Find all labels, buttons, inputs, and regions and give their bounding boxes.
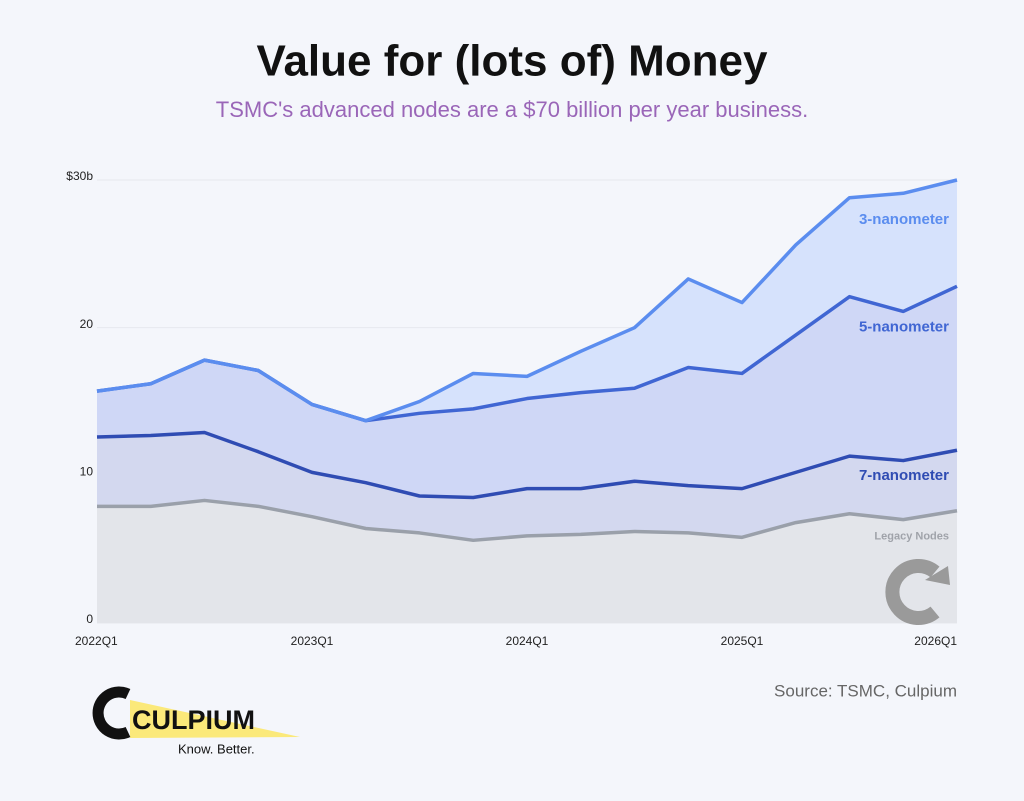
logo: CULPIUM Know. Better.: [92, 686, 300, 756]
area: [97, 432, 957, 541]
x-tick-label: 2026Q1: [914, 634, 957, 648]
x-tick-label: 2022Q1: [75, 634, 118, 648]
watermark-icon: [925, 566, 950, 585]
series-label: Legacy Nodes: [874, 531, 949, 543]
x-tick-label: 2024Q1: [506, 634, 549, 648]
watermark: [885, 559, 950, 625]
line: [96, 178, 958, 423]
logo-name: CULPIUM: [132, 705, 255, 735]
chart-subtitle: TSMC's advanced nodes are a $70 billion …: [216, 97, 808, 122]
source: Source: TSMC, Culpium: [774, 681, 957, 700]
line: [96, 430, 958, 500]
y-tick-label: 20: [80, 317, 94, 331]
series-label: 3-nanometer: [859, 211, 949, 228]
area: [97, 500, 957, 623]
logo-beam: [130, 700, 300, 738]
logo-tagline: Know. Better.: [178, 741, 255, 756]
area: [97, 286, 957, 498]
watermark-icon: [885, 559, 940, 625]
area: [97, 180, 957, 421]
y-tick-label: $30b: [66, 169, 93, 183]
x-tick-label: 2025Q1: [721, 634, 764, 648]
chart-title: Value for (lots of) Money: [257, 37, 768, 86]
x-tick-label: 2023Q1: [291, 634, 334, 648]
plot-area: 0 10 20 $30b 2022Q1 2023Q1 2024Q1 2025Q1 2026Q1 L…: [66, 169, 958, 648]
series-label: 7-nanometer: [859, 467, 949, 484]
line: [97, 498, 958, 543]
series-label: 5-nanometer: [859, 318, 949, 335]
y-tick-label: 10: [80, 465, 94, 479]
logo-icon: [92, 686, 131, 740]
y-tick-label: 0: [86, 612, 93, 626]
